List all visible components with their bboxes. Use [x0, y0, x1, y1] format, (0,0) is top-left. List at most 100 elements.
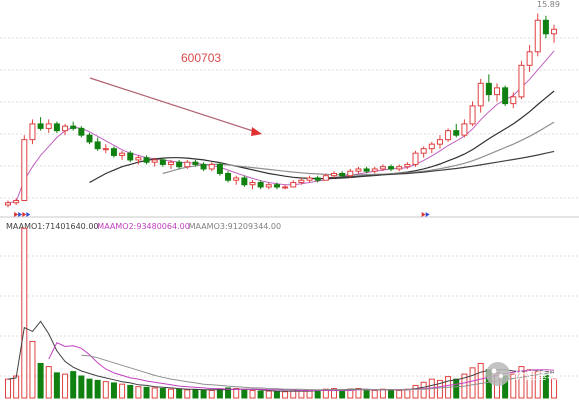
candle-body: [404, 163, 411, 168]
candle-body: [355, 168, 362, 172]
candle-body: [526, 51, 533, 66]
event-marker-red: [421, 212, 426, 217]
candle-body: [94, 141, 101, 150]
candle-body: [168, 161, 174, 165]
volume-bar: [420, 381, 427, 399]
candle-body: [347, 170, 354, 177]
volume-bar: [45, 366, 52, 399]
volume-bar: [168, 388, 174, 399]
volume-bar: [86, 378, 93, 399]
candle-body: [445, 130, 452, 141]
event-markers: [14, 212, 430, 217]
volume-bar: [208, 389, 215, 399]
candle-body: [151, 159, 158, 163]
volume-bar: [322, 388, 329, 399]
candle-body: [331, 172, 337, 177]
candle-body: [225, 172, 232, 181]
volume-bar: [273, 391, 280, 399]
candle-body: [159, 159, 166, 165]
volume-moving-averages: [7, 320, 555, 392]
candle-body: [102, 148, 109, 151]
volume-bar: [371, 389, 378, 399]
candle-body: [477, 82, 484, 107]
candle-body: [13, 199, 20, 204]
volume-bar: [436, 379, 443, 399]
candle-body: [45, 123, 52, 129]
candle-body: [339, 172, 346, 177]
volume-bar: [151, 387, 158, 399]
candle-body: [510, 96, 517, 105]
candle-body: [412, 152, 419, 165]
candle-body: [70, 125, 77, 129]
legend-item-3: MAAMO3:91209344.00: [189, 222, 282, 231]
candle-body: [485, 82, 492, 96]
volume-bar: [37, 362, 44, 399]
candle-body: [78, 127, 85, 136]
volume-bar: [176, 388, 183, 399]
candle-body: [21, 139, 28, 201]
candle-body: [290, 181, 297, 188]
candle-body: [192, 161, 199, 165]
candle-body: [135, 157, 142, 161]
candle-body: [428, 143, 435, 150]
candle-body: [306, 177, 313, 181]
candle-body: [5, 202, 11, 206]
volume-bar: [363, 389, 370, 399]
candle-body: [241, 177, 248, 186]
candle-body: [257, 181, 264, 188]
volume-bar: [135, 386, 142, 399]
volume-bar: [551, 378, 558, 399]
candle-body: [542, 19, 549, 35]
candle-body: [249, 181, 256, 186]
volume-bar: [249, 389, 256, 399]
candle-body: [37, 123, 44, 129]
candle-body: [233, 177, 240, 181]
volume-bar: [331, 388, 337, 399]
volume-bar: [5, 378, 11, 399]
candle-body: [216, 163, 223, 174]
volume-bar: [518, 366, 525, 399]
volume-bar: [355, 388, 362, 399]
volume-bar: [469, 367, 476, 399]
candle-body: [314, 177, 321, 181]
volume-bar: [282, 391, 289, 399]
candle-body: [298, 179, 305, 183]
volume-bar: [110, 382, 117, 399]
volume-bar: [94, 379, 101, 399]
candle-body: [534, 19, 541, 53]
volume-bar: [233, 388, 240, 399]
volume-bar: [13, 375, 20, 399]
volume-bar: [78, 375, 85, 399]
volume-bar: [290, 390, 297, 399]
volume-bar: [241, 389, 248, 399]
candle-body: [363, 168, 370, 172]
candle-body: [273, 184, 280, 188]
volume-ma-line-1: [7, 320, 555, 392]
candle-body: [502, 87, 509, 105]
volume-bar: [102, 381, 109, 399]
volume-bar: [192, 389, 199, 399]
volume-bar: [143, 386, 150, 399]
event-marker-red: [22, 212, 27, 217]
volume-bar: [412, 384, 419, 399]
price-gridlines: [0, 37, 579, 199]
candle-body: [29, 123, 36, 141]
volume-bar: [62, 373, 69, 399]
volume-bar: [339, 389, 346, 399]
candle-body: [494, 87, 500, 96]
legend-item-2: MAAMO2:93480064.00: [97, 222, 190, 231]
ma-line-4: [325, 150, 555, 179]
candle-body: [200, 163, 207, 170]
candle-body: [396, 166, 403, 170]
candle-body: [388, 166, 395, 170]
volume-gridlines: [0, 255, 579, 377]
volume-bar: [396, 389, 403, 399]
volume-bar: [21, 227, 28, 399]
volume-bar: [388, 389, 395, 399]
event-marker-red: [14, 212, 19, 217]
volume-bar: [379, 388, 386, 399]
candle-body: [379, 166, 386, 170]
candle-body: [119, 152, 126, 156]
